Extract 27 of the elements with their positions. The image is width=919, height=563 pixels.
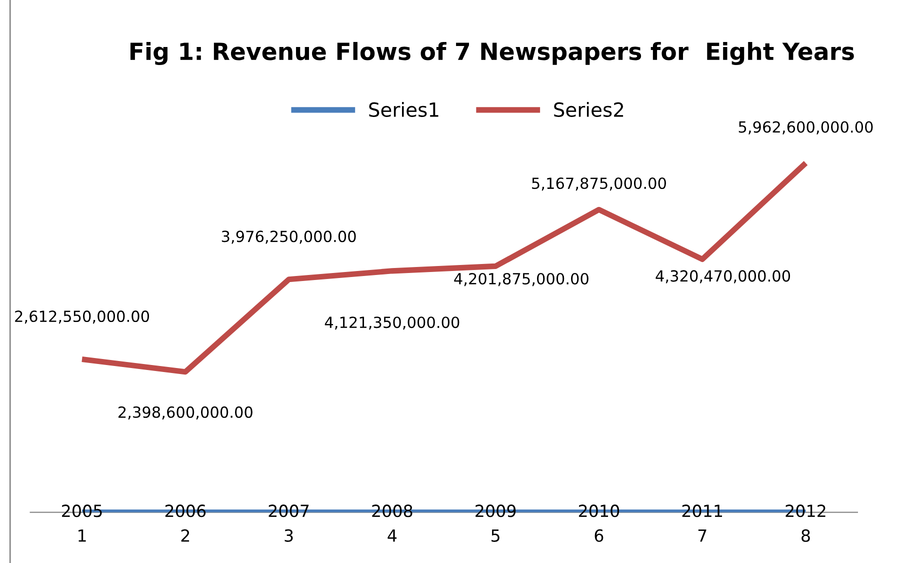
data-label: 2009 [476,504,516,518]
data-label: 5,962,600,000.00 [738,121,873,134]
x-tick-label: 6 [594,529,604,542]
data-label: 2008 [372,504,412,518]
chart-title: Fig 1: Revenue Flows of 7 Newspapers for Eight Years [130,42,854,66]
data-label: 2,612,550,000.00 [15,310,150,324]
x-tick-label: 7 [698,530,706,542]
data-label: 2011 [682,504,722,518]
data-label: 4,320,470,000.00 [656,270,790,284]
data-label: 2,398,600,000.00 [118,406,252,420]
data-label: 2012 [786,504,826,518]
x-tick-label: 8 [802,529,810,542]
data-label: 3,976,250,000.00 [222,230,356,244]
x-tick-label: 3 [284,529,293,542]
data-label: 2007 [268,504,309,518]
legend-label: Series1 [369,102,438,117]
data-label: 2006 [165,504,206,518]
data-label: 4,121,350,000.00 [324,316,460,330]
data-label: 2010 [578,504,620,518]
x-tick-label: 4 [388,530,397,542]
x-tick-label: 1 [78,530,86,542]
x-tick-label: 5 [492,530,500,542]
data-label: 4,201,875,000.00 [454,272,588,286]
data-label: 2005 [62,504,102,518]
legend-label: Series2 [554,102,624,117]
x-tick-label: 2 [181,529,190,542]
data-label: 5,167,875,000.00 [532,177,666,191]
